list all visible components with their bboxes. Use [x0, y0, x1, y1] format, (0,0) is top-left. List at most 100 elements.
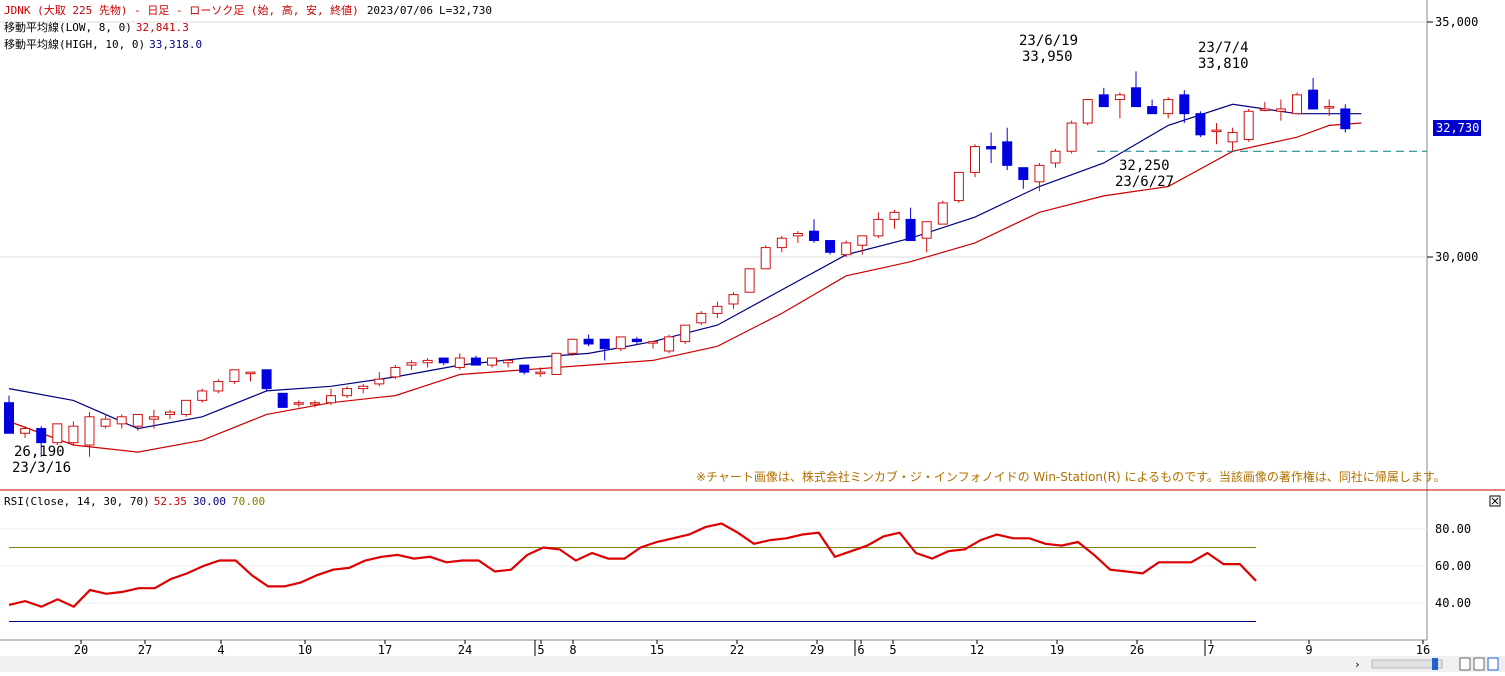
candle [36, 426, 47, 457]
candle [503, 359, 514, 368]
x-label: 29 [810, 643, 824, 657]
candle [648, 341, 658, 349]
candle [1131, 71, 1141, 108]
x-label: 15 [650, 643, 664, 657]
zoom-slider[interactable] [1371, 659, 1443, 669]
candle [712, 301, 723, 319]
candle [100, 414, 111, 429]
candle [132, 413, 143, 431]
candle [277, 392, 288, 408]
ma-high-line [8, 103, 1362, 430]
rsi-series [8, 522, 1257, 622]
candle [760, 245, 771, 270]
candle [148, 409, 159, 429]
candle [889, 210, 900, 229]
candle [52, 423, 63, 445]
x-label: 9 [1305, 643, 1312, 657]
scroll-right-icon[interactable]: › [1354, 658, 1361, 671]
x-label: 8 [569, 643, 576, 657]
candle [825, 240, 836, 255]
x-axis-labels: 20 27 4 10 17 24 5 8 15 22 29 6 5 12 19 26 7 9 16 [74, 640, 1430, 657]
candle [1195, 111, 1206, 138]
x-label: 5 [537, 643, 544, 657]
candle [937, 200, 948, 225]
candle [1179, 90, 1190, 124]
candle [567, 338, 578, 356]
moving-average-lines [8, 103, 1427, 453]
candle [809, 219, 819, 243]
candle [664, 334, 675, 354]
candle [696, 311, 707, 326]
candle [454, 353, 465, 370]
scrollbar-track[interactable] [0, 656, 1505, 672]
candle [744, 268, 755, 293]
rsi-legend: RSI(Close, 14, 30, 70) 52.35 30.00 70.00 [4, 495, 265, 508]
rsi-close-button[interactable] [1489, 495, 1501, 507]
current-price-label: 32,730 [1436, 121, 1479, 135]
candle [422, 358, 433, 368]
annot-high1-price: 33,950 [1022, 49, 1073, 65]
current-price-box [1433, 120, 1481, 136]
candle [1147, 99, 1158, 115]
candle [792, 231, 803, 243]
copyright-notice: ※チャート画像は、株式会社ミンカブ・ジ・インフォノイドの Win-Station… [696, 469, 1446, 484]
annot-high2-price: 33,810 [1198, 56, 1249, 72]
x-label: 24 [458, 643, 472, 657]
candle [873, 212, 884, 239]
x-label: 16 [1416, 643, 1430, 657]
candle [1098, 87, 1109, 108]
rsi-tick-80: 80.00 [1435, 522, 1471, 536]
header-title: JDNK (大取 225 先物) - 日足 - ローソク足 (始, 高, 安, … [4, 3, 492, 17]
candle [374, 372, 385, 387]
zoom-slider-thumb[interactable] [1432, 658, 1438, 670]
ma-low-line [8, 122, 1362, 453]
zoom-out-icon[interactable] [1459, 657, 1471, 671]
price-tick-35000: 35,000 [1435, 15, 1478, 29]
x-label: 6 [857, 643, 864, 657]
candle [841, 240, 852, 257]
candle [921, 221, 932, 253]
zoom-in-icon[interactable] [1473, 657, 1485, 671]
candle [1066, 120, 1077, 154]
candle [776, 235, 787, 253]
x-label: 10 [298, 643, 312, 657]
candle [680, 324, 691, 344]
x-label: 5 [889, 643, 896, 657]
annot-low-date: 23/3/16 [12, 460, 71, 476]
candle [229, 369, 240, 384]
candle [20, 426, 31, 438]
x-label: 17 [378, 643, 392, 657]
candle [165, 409, 175, 420]
rsi-tick-40: 40.00 [1435, 596, 1471, 610]
candle [1324, 99, 1335, 116]
candle [261, 369, 272, 391]
x-label: 19 [1050, 643, 1064, 657]
candle [1340, 104, 1351, 133]
candle [4, 395, 14, 434]
candle [487, 357, 497, 368]
annot-high1-date: 23/6/19 [1019, 33, 1078, 49]
x-label: 26 [1130, 643, 1144, 657]
candle [245, 371, 256, 382]
candle [181, 399, 192, 417]
fit-icon[interactable] [1487, 657, 1499, 671]
candle [68, 421, 79, 445]
rsi-tick-60: 60.00 [1435, 559, 1471, 573]
candle [1082, 99, 1093, 126]
candle [1227, 127, 1238, 152]
candle [1114, 92, 1125, 119]
candle [631, 336, 642, 344]
candle [390, 365, 401, 380]
candle [1163, 97, 1174, 119]
candle [519, 364, 530, 375]
ma-low-legend: 移動平均線(LOW, 8, 0) 32,841.3 [4, 20, 189, 34]
annot-low2-date: 23/6/27 [1115, 174, 1174, 190]
candle [309, 400, 320, 408]
candle [1259, 101, 1270, 112]
candle [326, 388, 336, 406]
annot-high2-date: 23/7/4 [1198, 40, 1249, 56]
candle [551, 352, 562, 376]
x-label: 4 [217, 643, 224, 657]
